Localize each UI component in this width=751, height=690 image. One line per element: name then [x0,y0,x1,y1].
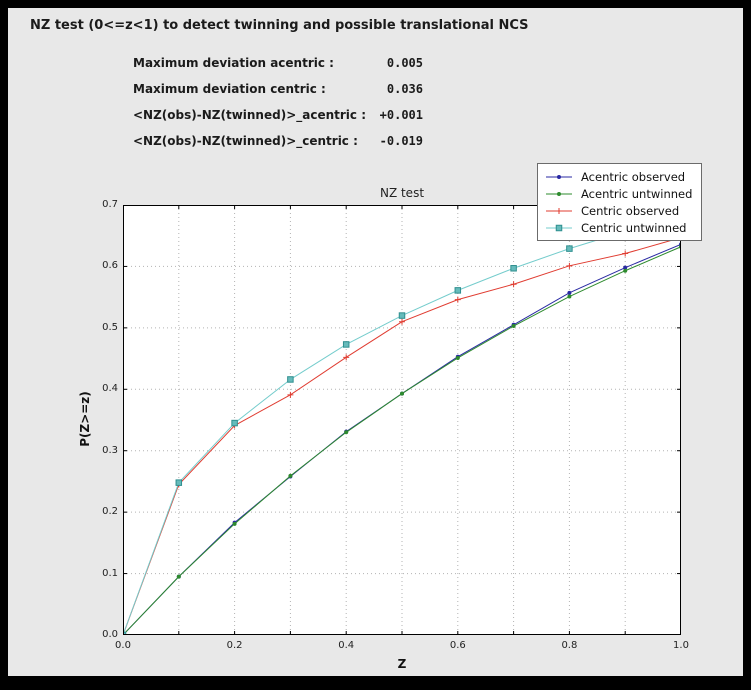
stat-row: Maximum deviation centric : 0.036 [133,76,423,102]
stat-row: Maximum deviation acentric : 0.005 [133,50,423,76]
data-point-plus [287,391,294,398]
stat-label: <NZ(obs)-NZ(twinned)>_acentric : [133,108,366,122]
data-point-plus [510,281,517,288]
legend-entry: Centric untwinned [544,219,692,236]
data-point-square [510,265,517,272]
data-point-dot [400,391,404,396]
x-tick-label: 0.0 [115,640,131,651]
y-tick-label: 0.5 [102,321,118,333]
stat-row: <NZ(obs)-NZ(twinned)>_centric : -0.019 [133,128,423,154]
x-tick-label: 1.0 [673,640,689,651]
chart-canvas [123,205,681,635]
y-tick-label: 0.0 [102,629,118,640]
data-point-plus [556,207,562,214]
series-line [123,243,681,635]
data-point-square [566,245,573,252]
data-point-plus [566,262,573,269]
stat-value: 0.036 [386,82,423,96]
data-point-square [398,312,406,319]
chart-title: NZ test [379,186,425,200]
legend-label: Acentric untwinned [581,186,693,201]
y-tick-label: 0.4 [102,383,118,395]
stat-value: -0.019 [379,134,423,148]
data-point-plus [622,250,629,257]
y-tick-label: 0.2 [102,506,118,518]
x-axis-label: Z [397,657,407,671]
stat-label: Maximum deviation acentric : [133,56,334,70]
x-tick-label: 0.6 [449,640,466,651]
y-tick-label: 0.6 [102,260,118,272]
stat-value: +0.001 [379,108,423,122]
legend-label: Acentric observed [581,169,686,184]
legend-entry: Acentric observed [544,168,692,185]
data-point-dot [288,473,293,478]
data-point-dot [232,521,237,526]
data-point-dot [623,265,628,270]
x-tick-label: 0.4 [338,640,355,651]
stat-value: 0.005 [386,56,423,70]
chart-legend: Acentric observed Acentric untwinned Centr… [537,163,703,241]
data-point-square [555,224,563,231]
data-point-square [231,419,238,427]
data-point-dot [557,174,561,179]
x-tick-label: 0.8 [561,640,578,651]
data-point-square [123,631,127,635]
series-centric-observed [123,234,681,635]
stats-block: Maximum deviation acentric : 0.005 Maxim… [133,50,423,154]
data-point-square [454,287,462,294]
series-centric-untwinned [123,212,681,635]
page-title: NZ test (0<=z<1) to detect twinning and … [30,18,529,33]
data-point-square [175,479,183,486]
data-point-square [287,376,294,383]
legend-entry: Acentric untwinned [544,185,692,202]
stat-label: <NZ(obs)-NZ(twinned)>_centric : [133,134,358,148]
data-point-plus [399,318,405,325]
legend-line-sample [546,191,572,196]
series-acentric-untwinned [123,244,681,635]
y-axis-label: P(Z>=z) [78,391,92,447]
data-point-dot [511,324,516,329]
data-point-dot [557,191,561,196]
data-point-dot [567,290,572,295]
y-tick-label: 0.3 [102,444,118,456]
data-point-dot [176,574,181,579]
legend-label: Centric observed [581,203,680,218]
legend-line-sample [546,207,572,214]
plot-area [123,205,681,635]
data-point-dot [344,430,349,435]
y-tick-label: 0.1 [102,567,118,579]
stat-label: Maximum deviation centric : [133,82,326,96]
x-tick-label: 0.2 [226,640,243,651]
legend-label: Centric untwinned [581,220,687,235]
data-point-dot [567,294,572,299]
legend-entry: Centric observed [544,202,692,219]
data-point-square [342,341,350,348]
data-point-dot [623,268,628,273]
legend-line-sample [546,224,572,231]
axes-border [123,205,681,635]
stat-row: <NZ(obs)-NZ(twinned)>_acentric : +0.001 [133,102,423,128]
data-point-plus [454,296,461,303]
data-point-dot [455,355,460,360]
y-tick-label: 0.7 [102,199,118,210]
data-point-plus [343,354,350,361]
legend-line-sample [546,174,572,179]
